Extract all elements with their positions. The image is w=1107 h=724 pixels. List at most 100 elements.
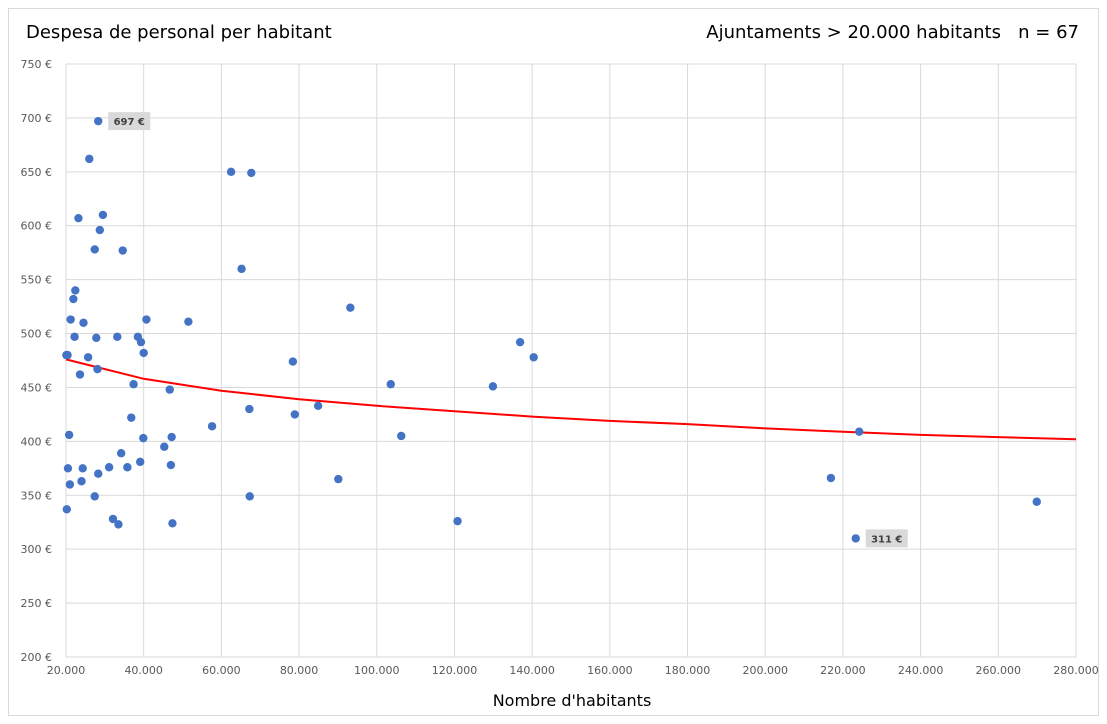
data-point bbox=[79, 318, 88, 327]
annotation-text: 697 € bbox=[114, 117, 145, 128]
data-point bbox=[165, 385, 174, 394]
y-tick-label: 300 € bbox=[21, 543, 53, 556]
data-point bbox=[515, 337, 525, 347]
data-point bbox=[167, 432, 176, 442]
chart-subtitle: Ajuntaments > 20.000 habitants n = 67 bbox=[706, 22, 1079, 43]
data-point bbox=[453, 516, 462, 526]
x-tick-label: 140.000 bbox=[509, 664, 555, 677]
x-axis-ticks: 20.000 40.000 60.000 80.000 100.000 120.000 14… bbox=[47, 664, 1099, 677]
x-tick-label: 40.000 bbox=[124, 664, 163, 677]
data-point bbox=[90, 492, 99, 501]
data-point bbox=[108, 514, 118, 524]
data-point bbox=[114, 520, 123, 529]
data-point bbox=[247, 168, 256, 178]
data-point bbox=[166, 460, 176, 470]
x-axis-label: Nombre d'habitants bbox=[493, 691, 652, 710]
data-point bbox=[62, 505, 71, 514]
x-tick-label: 60.000 bbox=[202, 664, 241, 677]
y-tick-label: 450 € bbox=[21, 381, 53, 394]
data-point bbox=[313, 401, 323, 410]
annotation-text: 311 € bbox=[871, 534, 902, 545]
data-point bbox=[129, 380, 138, 389]
y-tick-label: 750 € bbox=[21, 58, 53, 71]
data-point bbox=[245, 404, 254, 414]
y-tick-label: 700 € bbox=[21, 112, 53, 125]
data-point bbox=[118, 246, 127, 255]
annotation-label: 697 € bbox=[108, 112, 151, 131]
annotations: 697 € 311 € bbox=[108, 112, 908, 548]
chart-frame bbox=[8, 8, 1099, 716]
data-point bbox=[69, 294, 78, 304]
data-point bbox=[184, 317, 193, 326]
y-tick-label: 200 € bbox=[21, 651, 53, 664]
data-point bbox=[139, 433, 148, 443]
data-point bbox=[123, 463, 132, 472]
grid-lines bbox=[65, 63, 1077, 658]
annotation-label: 311 € bbox=[865, 529, 908, 548]
y-tick-label: 600 € bbox=[21, 220, 53, 233]
data-point bbox=[94, 469, 103, 478]
data-point bbox=[245, 492, 254, 501]
x-tick-label: 160.000 bbox=[587, 664, 633, 677]
x-tick-label: 20.000 bbox=[47, 664, 86, 677]
data-point bbox=[95, 225, 104, 235]
data-points bbox=[62, 116, 1041, 543]
data-point bbox=[71, 286, 80, 295]
data-point bbox=[85, 154, 94, 164]
annotation-box bbox=[865, 529, 908, 548]
data-point bbox=[288, 357, 298, 366]
y-tick-label: 550 € bbox=[21, 274, 53, 287]
data-point bbox=[64, 430, 74, 440]
data-point bbox=[346, 303, 355, 312]
data-point bbox=[70, 332, 79, 341]
data-point bbox=[142, 315, 151, 324]
data-point bbox=[62, 350, 71, 360]
x-tick-label: 80.000 bbox=[280, 664, 319, 677]
chart-title: Despesa de personal per habitant bbox=[26, 22, 332, 43]
data-point bbox=[826, 473, 836, 483]
data-point bbox=[207, 422, 217, 431]
data-point bbox=[488, 382, 498, 391]
data-point bbox=[75, 370, 85, 379]
data-point bbox=[855, 427, 864, 436]
data-point bbox=[237, 264, 246, 274]
y-tick-label: 400 € bbox=[21, 435, 53, 448]
x-tick-label: 220.000 bbox=[820, 664, 866, 677]
data-point bbox=[386, 380, 395, 389]
trendline-path bbox=[65, 358, 1077, 441]
x-tick-label: 180.000 bbox=[665, 664, 711, 677]
data-point bbox=[168, 519, 177, 528]
data-point bbox=[63, 464, 73, 473]
data-point bbox=[1032, 497, 1041, 506]
data-point bbox=[94, 116, 103, 126]
data-point bbox=[98, 210, 108, 220]
data-point bbox=[74, 213, 83, 223]
data-point bbox=[226, 167, 236, 177]
y-tick-label: 250 € bbox=[21, 597, 53, 610]
data-point bbox=[135, 457, 145, 467]
subtitle-text: Ajuntaments > 20.000 habitants bbox=[706, 22, 1001, 43]
y-tick-label: 350 € bbox=[21, 489, 53, 502]
sample-size-label: n = 67 bbox=[1018, 22, 1079, 43]
data-point bbox=[127, 413, 136, 422]
data-point bbox=[529, 353, 538, 362]
data-point bbox=[90, 245, 99, 254]
x-tick-label: 100.000 bbox=[354, 664, 400, 677]
data-point bbox=[139, 348, 148, 358]
data-point bbox=[65, 480, 75, 489]
x-tick-label: 280.000 bbox=[1053, 664, 1099, 677]
data-point bbox=[66, 315, 75, 324]
data-point bbox=[93, 364, 102, 374]
data-point bbox=[113, 332, 122, 341]
y-tick-label: 650 € bbox=[21, 166, 53, 179]
data-point bbox=[160, 442, 169, 451]
trendline bbox=[65, 358, 1077, 441]
x-tick-label: 120.000 bbox=[432, 664, 478, 677]
y-tick-label: 500 € bbox=[21, 328, 53, 341]
y-axis-ticks: 200 € 250 € 300 € 350 € 400 € 450 € 500 € 550 €… bbox=[21, 58, 53, 664]
data-point bbox=[104, 463, 114, 472]
data-point bbox=[78, 464, 87, 473]
data-point bbox=[334, 474, 343, 484]
data-point bbox=[851, 534, 860, 543]
